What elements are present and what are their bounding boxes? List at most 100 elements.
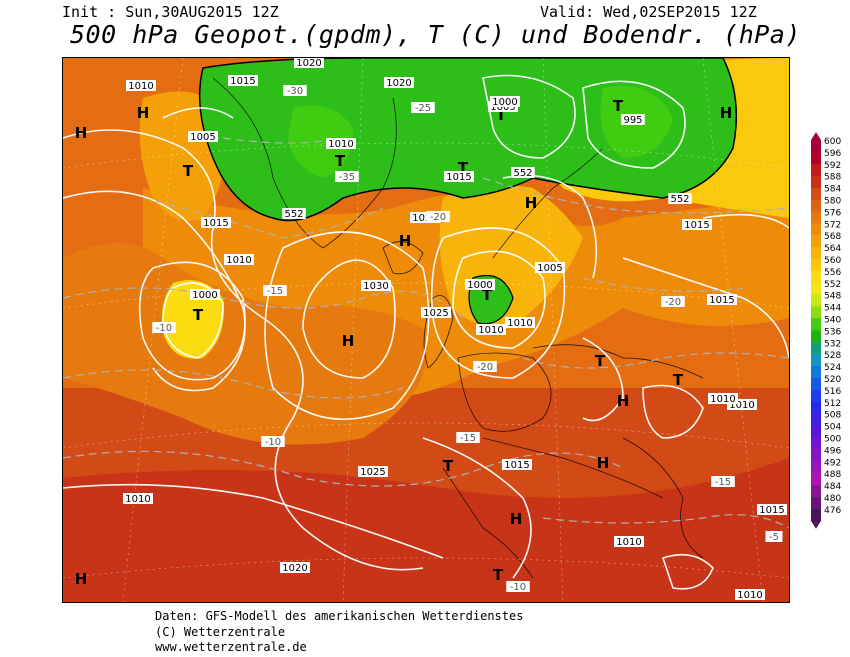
low-marker: T [458,159,469,177]
isobar-label-box [614,536,644,547]
isobar-label: 1020 [296,58,321,69]
geopotential-label: 552 [284,209,303,220]
color-scale-swatch [811,366,821,379]
color-scale-label: 484 [824,482,841,492]
color-scale-swatch [811,270,821,284]
color-scale-label: 492 [824,458,841,468]
high-marker: H [510,510,523,528]
low-marker: T [335,152,346,170]
color-scale-label: 540 [824,316,841,326]
temperature-label: -10 [265,437,281,448]
color-scale-swatch [811,437,821,450]
color-scale-swatch [811,140,821,153]
color-scale-swatch [811,306,821,319]
isobar-label: 1015 [446,172,471,183]
color-scale-swatch [811,354,821,367]
color-scale-label: 512 [824,399,841,409]
isobar-label: 1015 [759,505,784,516]
isobar-label-box [621,114,645,125]
isobar-label-box [280,562,310,573]
temperature-label-box [765,531,783,542]
isobar-label-box [502,459,532,470]
color-scale-label: 568 [824,232,841,242]
isobar-label: 1015 [709,295,734,306]
isobar-label-box [123,493,153,504]
color-scale-label: 572 [824,220,841,230]
color-scale-label: 544 [824,304,841,314]
high-marker: H [399,232,412,250]
map-title: 500 hPa Geopot.(gpdm), T (C) und Bodendr… [70,20,801,49]
low-marker: T [443,457,454,475]
color-scale-legend: 600 596 592 588 584 580 576 572 568 564 560 556 552 5… [811,132,850,532]
isobar-label-box [757,504,787,515]
color-scale-label: 556 [824,268,841,278]
low-marker: T [193,306,204,324]
isobar-label: 1015 [504,460,529,471]
isobar-label-box [421,307,451,318]
geopotential-label: 552 [513,168,532,179]
isobar-label: 1005 [190,132,215,143]
high-marker: H [720,104,733,122]
color-scale-label: 564 [824,244,841,254]
coastlines [212,77,704,579]
color-scale-label: 584 [824,185,841,195]
geopotential-label-box [511,167,535,178]
isobar-label-box [727,399,757,410]
high-marker: H [137,104,150,122]
isobar-label-box [735,589,765,600]
isobar-label: 1020 [386,78,411,89]
color-scale-label: 476 [824,506,841,516]
isobar-label: 1025 [360,467,385,478]
temperature-lines [63,137,789,529]
geopotential-label: 552 [670,194,689,205]
color-scale-label: 580 [824,197,841,207]
isobars [63,74,789,590]
isobar-label-box [126,80,156,91]
color-scale-swatch [811,401,821,415]
isobar-label-box [410,212,440,223]
color-scale-swatch [811,175,821,189]
color-scale-swatch [811,378,821,391]
isobar-label: 1010 [737,590,762,601]
color-scale-swatch [811,247,821,260]
color-scale-swatch [811,199,821,212]
color-scale-swatch [811,223,821,236]
isobar-label: 1010 [729,400,754,411]
temperature-label-box [456,432,480,443]
temperature-label-box [506,581,530,592]
low-marker: T [613,97,624,115]
color-scale-swatch [811,485,821,498]
color-scale-bottom-arrow [811,520,821,529]
geopotential-labels: 552 552 552 [282,167,692,220]
isobar-label: 1020 [282,563,307,574]
color-scale-label: 508 [824,411,841,421]
color-scale-label: 560 [824,256,841,266]
temperature-label: -30 [287,86,303,97]
high-marker: H [342,332,355,350]
weather-map: T T T T T T T T T T T H H H H H H H H H H 1010 1015 1020 1025 1… [62,57,790,603]
color-scale-swatch [811,318,821,331]
geopotential-label-box [668,193,692,204]
isobar-label: 1010 [226,255,251,266]
temperature-label: -25 [415,103,431,114]
isobar-label-box [682,219,712,230]
isobar-label: 1010 [616,537,641,548]
temperature-label: -15 [715,477,731,488]
isobar-label: 1010 [507,318,532,329]
temperature-label: -35 [339,172,355,183]
temperature-label: -20 [430,212,446,223]
weather-map-canvas: T T T T T T T T T T T H H H H H H H H H H 1010 1015 1020 1025 1… [63,58,789,602]
color-scale-label: 504 [824,423,841,433]
high-marker: H [75,124,88,142]
color-scale-label: 548 [824,292,841,302]
temperature-labels: -10 -15 -20 -25 -30 -35 -10 -15 -20 -5 -10 -15 -20 [152,85,783,593]
high-marker: H [597,454,610,472]
valid-time-label: Valid: Wed,02SEP2015 12Z [540,3,757,21]
color-scale-swatch [811,461,821,474]
latlon-grid [63,58,789,602]
color-scale-label: 576 [824,208,841,218]
high-pressure-markers: H H H H H H H H H H [75,104,733,588]
color-scale-swatch [811,342,821,355]
isobar-label: 1030 [363,281,388,292]
